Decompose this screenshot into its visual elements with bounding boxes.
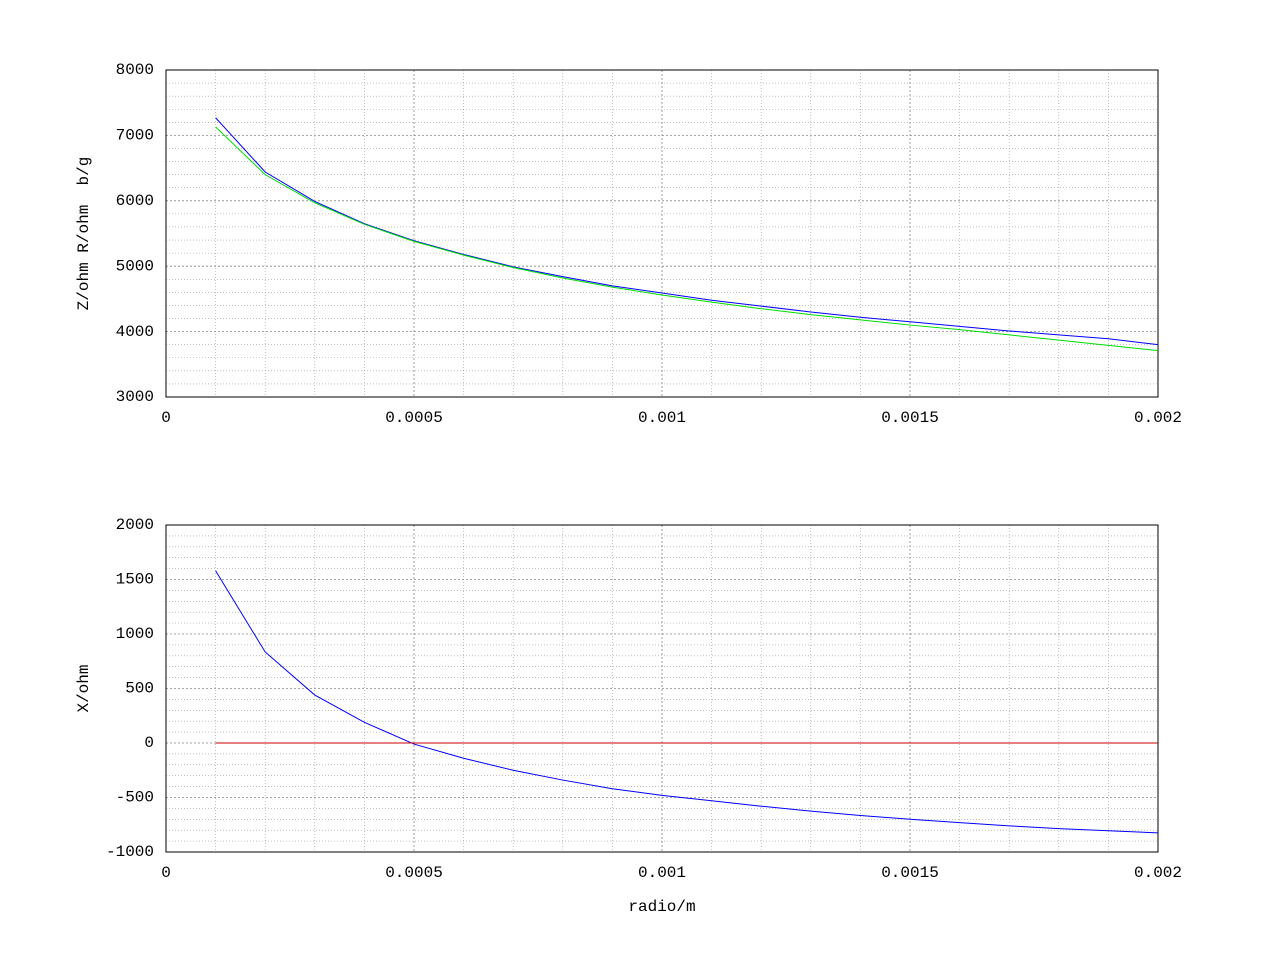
x-tick-label: 0.0005 [385, 864, 443, 882]
x-tick-label: 0.0015 [881, 864, 939, 882]
y-axis-label: X/ohm [75, 664, 93, 712]
x-tick-label: 0.001 [638, 409, 686, 427]
y-tick-label: 0 [144, 734, 154, 752]
x-tick-label: 0.0005 [385, 409, 443, 427]
y-tick-label: 8000 [116, 61, 154, 79]
x-tick-label: 0.002 [1134, 409, 1182, 427]
y-tick-label: -500 [116, 789, 154, 807]
x-axis-label: radio/m [628, 898, 695, 916]
y-tick-label: 6000 [116, 192, 154, 210]
x-tick-label: 0.002 [1134, 864, 1182, 882]
x-tick-label: 0 [161, 409, 171, 427]
y-tick-label: 2000 [116, 516, 154, 534]
y-tick-label: 7000 [116, 127, 154, 145]
y-tick-label: 3000 [116, 388, 154, 406]
y-tick-label: 5000 [116, 257, 154, 275]
y-tick-label: 500 [125, 680, 154, 698]
plot-border [165, 524, 1159, 853]
y-tick-label: 1000 [116, 625, 154, 643]
x-tick-label: 0.0015 [881, 409, 939, 427]
data-line [215, 570, 1159, 834]
x-tick-label: 0 [161, 864, 171, 882]
data-line [215, 126, 1159, 352]
y-tick-label: -1000 [106, 843, 154, 861]
plot-border [165, 69, 1159, 398]
y-tick-label: 1500 [116, 571, 154, 589]
data-line [215, 117, 1159, 346]
y-tick-label: 4000 [116, 323, 154, 341]
y-axis-label: Z/ohm R/ohm b/g [75, 157, 93, 311]
x-tick-label: 0.001 [638, 864, 686, 882]
